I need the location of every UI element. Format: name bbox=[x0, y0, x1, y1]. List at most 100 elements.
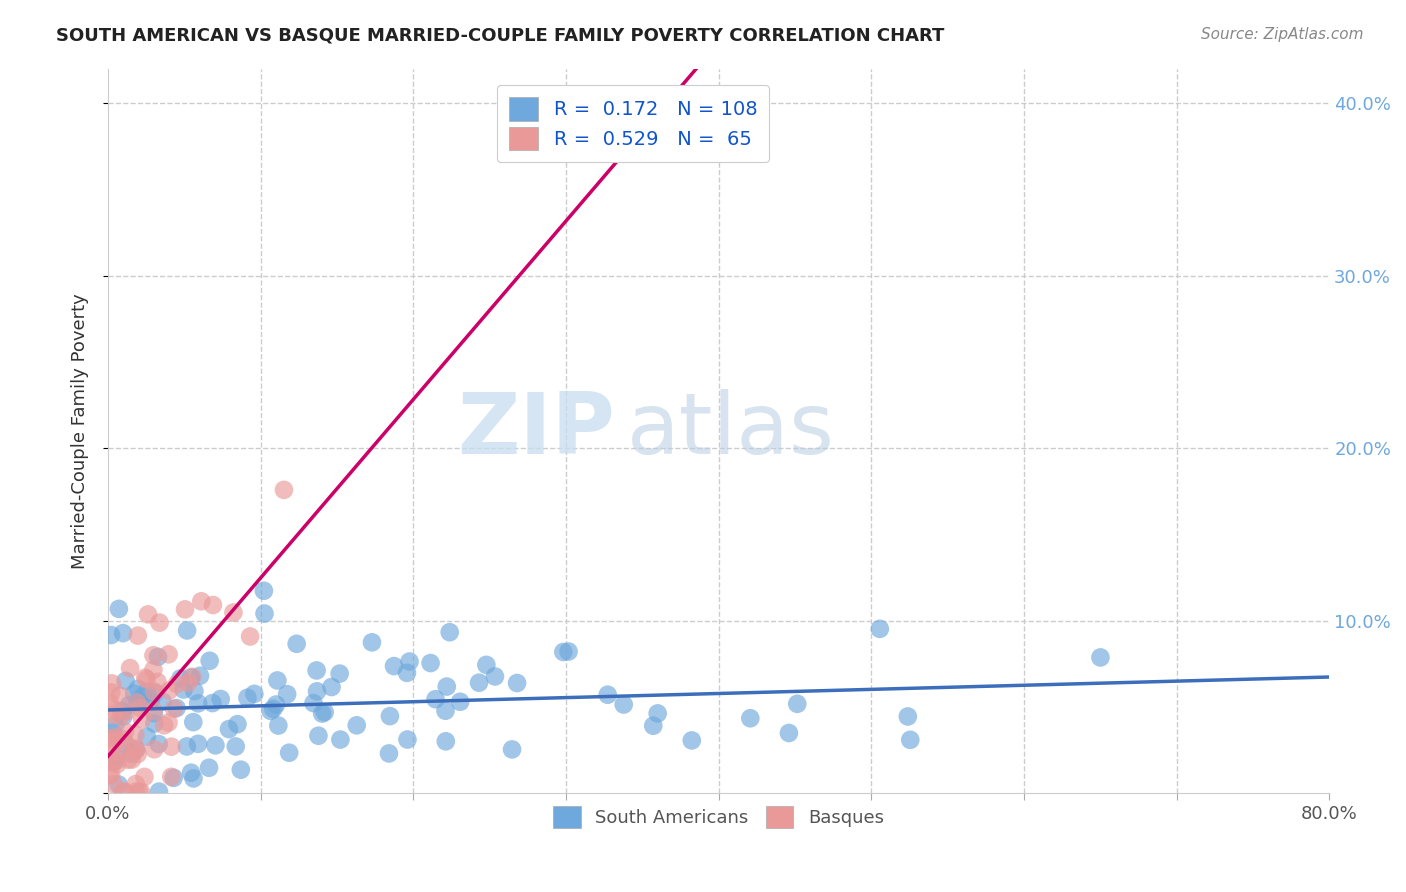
Point bbox=[101, 725, 124, 739]
Point bbox=[105, 751, 128, 765]
Point bbox=[160, 770, 183, 784]
Point bbox=[127, 695, 149, 709]
Point bbox=[183, 684, 205, 698]
Point bbox=[114, 784, 136, 798]
Point bbox=[253, 583, 276, 598]
Point bbox=[439, 625, 461, 640]
Point bbox=[142, 663, 165, 677]
Point bbox=[125, 696, 148, 710]
Point bbox=[166, 677, 188, 691]
Point bbox=[98, 695, 121, 709]
Point bbox=[142, 706, 165, 721]
Point bbox=[613, 698, 636, 712]
Point bbox=[112, 626, 135, 640]
Point bbox=[100, 685, 122, 699]
Point bbox=[449, 695, 471, 709]
Point bbox=[307, 729, 329, 743]
Point bbox=[157, 715, 180, 730]
Point bbox=[190, 594, 212, 608]
Point bbox=[111, 784, 134, 798]
Point bbox=[105, 757, 128, 772]
Point bbox=[897, 709, 920, 723]
Point bbox=[124, 743, 146, 757]
Point bbox=[278, 746, 301, 760]
Point bbox=[169, 672, 191, 686]
Point bbox=[314, 705, 336, 719]
Point bbox=[101, 676, 124, 690]
Point bbox=[225, 739, 247, 754]
Point bbox=[125, 784, 148, 798]
Point bbox=[114, 737, 136, 751]
Point bbox=[104, 731, 127, 745]
Point bbox=[898, 732, 921, 747]
Point bbox=[125, 777, 148, 791]
Point bbox=[321, 680, 343, 694]
Point bbox=[260, 704, 283, 718]
Point bbox=[398, 655, 420, 669]
Point bbox=[419, 656, 441, 670]
Point bbox=[501, 742, 523, 756]
Point bbox=[135, 730, 157, 744]
Point bbox=[434, 734, 457, 748]
Point bbox=[157, 648, 180, 662]
Point bbox=[253, 607, 276, 621]
Point bbox=[135, 673, 157, 687]
Point bbox=[139, 693, 162, 707]
Point bbox=[176, 624, 198, 638]
Point bbox=[484, 669, 506, 683]
Text: atlas: atlas bbox=[627, 390, 835, 473]
Point bbox=[103, 777, 125, 791]
Point bbox=[142, 648, 165, 663]
Point bbox=[243, 687, 266, 701]
Point bbox=[181, 670, 204, 684]
Point bbox=[740, 711, 762, 725]
Point bbox=[134, 770, 156, 784]
Point bbox=[236, 690, 259, 705]
Point bbox=[187, 737, 209, 751]
Point bbox=[239, 630, 262, 644]
Point bbox=[118, 698, 141, 712]
Point bbox=[468, 675, 491, 690]
Point bbox=[143, 716, 166, 731]
Point bbox=[98, 768, 121, 782]
Point bbox=[285, 637, 308, 651]
Legend: South Americans, Basques: South Americans, Basques bbox=[546, 798, 891, 835]
Point bbox=[135, 684, 157, 698]
Point bbox=[187, 697, 209, 711]
Point bbox=[129, 701, 152, 715]
Point bbox=[181, 715, 204, 730]
Point bbox=[183, 772, 205, 786]
Point bbox=[129, 784, 152, 798]
Point bbox=[117, 753, 139, 767]
Point bbox=[101, 708, 124, 723]
Y-axis label: Married-Couple Family Poverty: Married-Couple Family Poverty bbox=[72, 293, 89, 569]
Point bbox=[198, 654, 221, 668]
Point bbox=[143, 742, 166, 756]
Point bbox=[146, 649, 169, 664]
Point bbox=[110, 708, 132, 723]
Point bbox=[148, 784, 170, 798]
Point bbox=[436, 680, 458, 694]
Point bbox=[153, 718, 176, 732]
Point bbox=[104, 703, 127, 717]
Point bbox=[276, 687, 298, 701]
Point bbox=[110, 742, 132, 756]
Point bbox=[128, 784, 150, 798]
Point bbox=[180, 765, 202, 780]
Point bbox=[475, 657, 498, 672]
Point bbox=[163, 702, 186, 716]
Point bbox=[125, 741, 148, 756]
Point bbox=[643, 719, 665, 733]
Point bbox=[778, 726, 800, 740]
Point bbox=[160, 739, 183, 754]
Point bbox=[222, 606, 245, 620]
Point bbox=[157, 683, 180, 698]
Point bbox=[226, 717, 249, 731]
Point bbox=[273, 483, 295, 497]
Point bbox=[118, 661, 141, 675]
Point bbox=[142, 704, 165, 718]
Point bbox=[125, 742, 148, 756]
Point bbox=[148, 615, 170, 630]
Point bbox=[177, 676, 200, 690]
Point bbox=[264, 698, 287, 712]
